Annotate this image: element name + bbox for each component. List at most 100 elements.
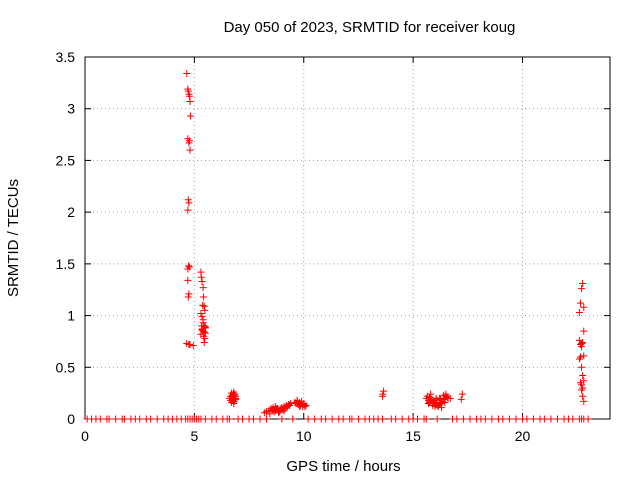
- data-point: [458, 390, 466, 398]
- data-point: [200, 293, 208, 301]
- data-point: [523, 415, 531, 423]
- y-tick-label: 2: [67, 204, 75, 220]
- data-point: [295, 403, 303, 411]
- y-tick-label: 3.5: [56, 49, 76, 65]
- point-group: [183, 70, 197, 350]
- data-point: [232, 394, 239, 402]
- data-point: [186, 137, 194, 145]
- data-point: [379, 415, 386, 423]
- data-point: [231, 390, 239, 398]
- data-point: [540, 415, 548, 423]
- x-tick-label: 10: [296, 428, 312, 444]
- data-point: [431, 403, 439, 411]
- data-point: [580, 377, 588, 385]
- data-point: [293, 396, 301, 404]
- data-point: [197, 310, 205, 318]
- data-point: [578, 363, 586, 371]
- data-point: [481, 415, 489, 423]
- y-tick-label: 2.5: [56, 152, 76, 168]
- data-point: [184, 87, 192, 95]
- data-point: [427, 390, 435, 398]
- y-tick-label: 0.5: [56, 359, 76, 375]
- data-point: [300, 399, 308, 407]
- data-point: [578, 285, 586, 293]
- data-point: [184, 262, 192, 270]
- data-point: [198, 322, 206, 330]
- data-point: [185, 199, 193, 207]
- x-tick-label: 20: [515, 428, 531, 444]
- y-tick-label: 3: [67, 101, 75, 117]
- data-point: [339, 415, 347, 423]
- data-point: [466, 415, 474, 423]
- data-point: [578, 339, 586, 347]
- data-point: [278, 415, 286, 423]
- data-point: [184, 276, 192, 284]
- data-point: [184, 206, 192, 214]
- x-axis-label: GPS time / hours: [286, 458, 400, 475]
- data-point: [212, 415, 220, 423]
- data-point: [424, 399, 432, 407]
- data-point: [311, 415, 319, 423]
- data-point: [263, 415, 271, 423]
- data-point: [576, 353, 584, 361]
- data-point: [580, 327, 588, 335]
- data-points: [83, 70, 592, 423]
- point-group: [291, 396, 310, 411]
- data-point: [201, 306, 209, 314]
- data-point: [433, 415, 441, 423]
- x-tick-label: 5: [190, 428, 198, 444]
- data-point: [580, 303, 588, 311]
- point-group: [83, 415, 592, 423]
- y-axis-label: SRMTID / TECUs: [5, 179, 22, 297]
- data-point: [580, 397, 588, 405]
- data-point: [197, 273, 205, 281]
- data-point: [453, 415, 461, 423]
- data-point: [112, 415, 120, 423]
- data-point: [184, 196, 192, 204]
- data-point: [289, 415, 297, 423]
- data-point: [201, 323, 209, 331]
- data-point: [189, 342, 197, 350]
- data-point: [186, 146, 194, 154]
- data-point: [105, 415, 113, 423]
- x-tick-label: 0: [81, 428, 89, 444]
- data-point: [580, 352, 588, 360]
- data-point: [200, 338, 208, 346]
- data-point: [348, 415, 356, 423]
- data-point: [499, 415, 507, 423]
- data-point: [488, 415, 496, 423]
- data-point: [441, 398, 449, 406]
- data-point: [249, 415, 257, 423]
- data-point: [512, 415, 520, 423]
- data-point: [199, 316, 207, 324]
- data-point: [184, 293, 192, 301]
- data-point: [529, 415, 537, 423]
- data-point: [199, 284, 207, 292]
- data-point: [457, 395, 465, 403]
- data-point: [579, 280, 587, 288]
- point-group: [197, 268, 209, 346]
- data-point: [96, 415, 104, 423]
- data-point: [392, 415, 400, 423]
- data-point: [184, 265, 192, 273]
- data-point: [398, 415, 406, 423]
- data-point: [579, 392, 587, 400]
- data-point: [274, 405, 281, 413]
- data-point: [584, 415, 592, 423]
- data-point: [328, 415, 336, 423]
- data-point: [379, 390, 387, 398]
- data-point: [200, 302, 208, 310]
- data-point: [575, 308, 583, 316]
- data-point: [225, 415, 233, 423]
- data-point: [459, 415, 467, 423]
- data-point: [432, 394, 440, 402]
- data-point: [304, 415, 312, 423]
- data-point: [239, 415, 246, 423]
- y-tick-label: 1.5: [56, 256, 76, 272]
- data-point: [579, 338, 587, 346]
- point-group: [575, 280, 588, 405]
- data-point: [442, 390, 450, 398]
- data-point: [280, 407, 288, 415]
- data-point: [322, 415, 330, 423]
- axis-ticks: 0 5 10 15 20 0 0.5 1 1.5 2 2.5 3 3.5: [56, 49, 610, 444]
